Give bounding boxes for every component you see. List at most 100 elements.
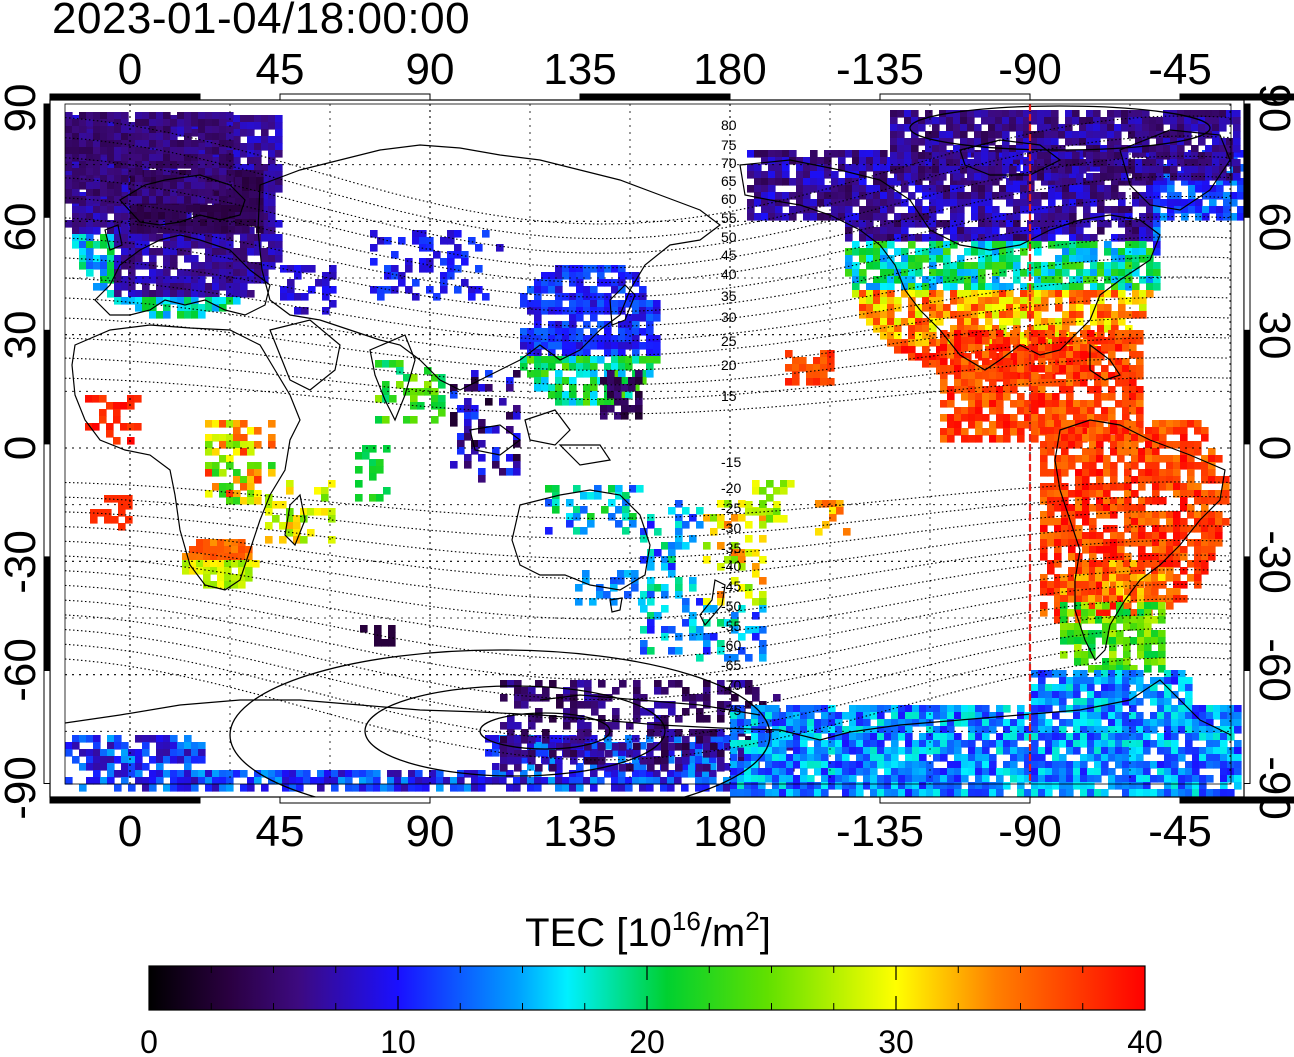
- tec-cell: [254, 164, 262, 172]
- tec-cell: [675, 577, 683, 585]
- tec-cell: [1124, 490, 1132, 498]
- tec-cell: [1146, 248, 1154, 256]
- tec-cell: [1031, 421, 1039, 429]
- tec-cell: [1038, 386, 1046, 394]
- tec-cell: [128, 161, 136, 169]
- tec-cell: [1101, 337, 1109, 345]
- tec-cell: [775, 150, 783, 158]
- tec-cell: [1023, 145, 1031, 153]
- tec-cell: [254, 136, 262, 144]
- tec-cell: [831, 192, 839, 200]
- tec-cell: [114, 154, 122, 162]
- tec-cell: [240, 269, 248, 277]
- tec-cell: [114, 290, 122, 298]
- tec-cell: [499, 468, 507, 476]
- tec-cell: [482, 230, 490, 238]
- tec-cell: [631, 570, 639, 578]
- tec-cell: [1124, 539, 1132, 547]
- tec-cell: [1158, 602, 1166, 610]
- tec-cell: [646, 735, 654, 743]
- tec-cell: [383, 445, 391, 453]
- tec-cell: [1062, 269, 1070, 277]
- tec-cell: [566, 499, 574, 507]
- tec-cell: [985, 304, 993, 312]
- tec-cell: [286, 508, 294, 516]
- tec-cell: [149, 234, 157, 242]
- tec-cell: [1083, 178, 1091, 186]
- tec-cell: [1194, 539, 1202, 547]
- tec-cell: [1069, 248, 1077, 256]
- tec-cell: [93, 213, 101, 221]
- tec-cell: [1177, 159, 1185, 167]
- tec-cell: [562, 398, 570, 406]
- tec-cell: [932, 152, 940, 160]
- tec-cell: [1110, 483, 1118, 491]
- tec-cell: [1076, 255, 1084, 263]
- tec-cell: [960, 110, 968, 118]
- tec-cell: [695, 756, 703, 764]
- tec-cell: [86, 248, 94, 256]
- tec-cell: [981, 166, 989, 174]
- tec-cell: [873, 283, 881, 291]
- tec-cell: [1104, 262, 1112, 270]
- tec-cell: [254, 143, 262, 151]
- tec-cell: [562, 342, 570, 350]
- tec-cell: [268, 206, 276, 214]
- tec-cell: [866, 318, 874, 326]
- tec-cell: [534, 384, 542, 392]
- tec-cell: [249, 177, 257, 185]
- tec-cell: [1074, 637, 1082, 645]
- tec-cell: [738, 584, 746, 592]
- tec-cell: [1097, 192, 1105, 200]
- tec-cell: [731, 626, 739, 634]
- tec-cell: [135, 147, 143, 155]
- tec-cell: [866, 262, 874, 270]
- tec-cell: [985, 234, 993, 242]
- tec-cell: [1118, 206, 1126, 214]
- tec-cell: [1089, 455, 1097, 463]
- tec-cell: [1080, 428, 1088, 436]
- tec-cell: [226, 161, 234, 169]
- tec-cell: [149, 276, 157, 284]
- tec-cell: [65, 133, 73, 141]
- tec-cell: [205, 241, 213, 249]
- tec-cell: [852, 241, 860, 249]
- tec-cell: [1198, 138, 1206, 146]
- tec-cell: [1136, 400, 1144, 408]
- tec-cell: [219, 262, 227, 270]
- tec-cell: [985, 220, 993, 228]
- tec-cell: [231, 574, 239, 582]
- tec-cell: [894, 220, 902, 228]
- tec-cell: [824, 213, 832, 221]
- tec-cell: [1094, 386, 1102, 394]
- tec-cell: [724, 500, 732, 508]
- tec-cell: [628, 384, 636, 392]
- tec-cell: [618, 349, 626, 357]
- tec-cell: [177, 112, 185, 120]
- tec-cell: [142, 147, 150, 155]
- tec-cell: [859, 290, 867, 298]
- tec-cell: [1156, 124, 1164, 132]
- tec-cell: [144, 226, 152, 234]
- tec-cell: [954, 330, 962, 338]
- tec-cell: [179, 219, 187, 227]
- tec-cell: [989, 365, 997, 373]
- tec-cell: [541, 286, 549, 294]
- tec-cell: [594, 485, 602, 493]
- tec-cell: [1159, 511, 1167, 519]
- tec-cell: [1054, 588, 1062, 596]
- tec-cell: [1075, 469, 1083, 477]
- tec-cell: [1151, 560, 1159, 568]
- tec-cell: [582, 570, 590, 578]
- tec-cell: [555, 391, 563, 399]
- tec-cell: [1121, 159, 1129, 167]
- tec-cell: [163, 262, 171, 270]
- tec-cell: [79, 196, 87, 204]
- tec-cell: [1117, 504, 1125, 512]
- tec-cell: [971, 227, 979, 235]
- tec-cell: [79, 255, 87, 263]
- tec-cell: [1060, 637, 1068, 645]
- tec-cell: [1061, 427, 1069, 435]
- tec-cell: [107, 749, 115, 757]
- tec-cell: [1194, 574, 1202, 582]
